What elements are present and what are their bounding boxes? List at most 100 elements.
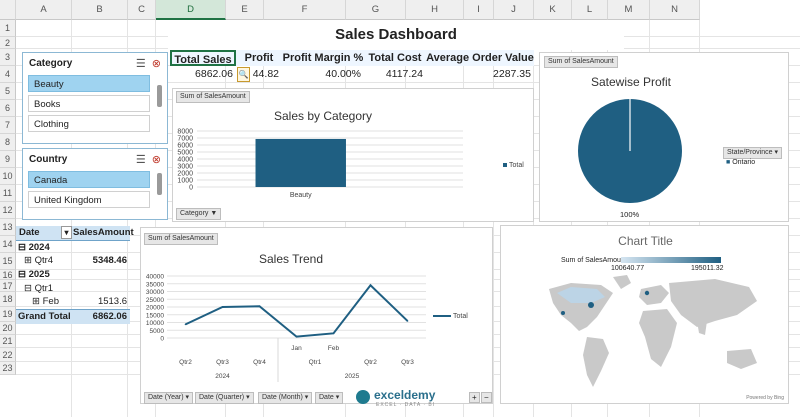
kpi-value-0[interactable]: 6862.06 <box>195 68 233 80</box>
expand-icon[interactable]: ⊞ <box>32 296 43 307</box>
column-header-a[interactable]: A <box>16 0 72 20</box>
kpi-value-2[interactable]: 40.00% <box>325 68 361 80</box>
category-slicer[interactable]: Category ☰ ⊗ Beauty Books Clothing <box>22 52 168 144</box>
kpi-label-4[interactable]: Average Order Value <box>426 50 534 66</box>
collapse-icon[interactable]: − <box>481 392 492 403</box>
row-header-3[interactable]: 3 <box>0 49 16 66</box>
multi-select-icon[interactable]: ☰ <box>135 154 146 166</box>
row-header-19[interactable]: 19 <box>0 307 16 322</box>
row-header-6[interactable]: 6 <box>0 100 16 117</box>
field-button-axis-0[interactable]: Date (Year) ▾ <box>144 392 194 404</box>
expand-icon[interactable]: + <box>469 392 480 403</box>
sales-by-category-chart[interactable]: Sum of SalesAmount Sales by Category 0 10… <box>172 88 534 222</box>
field-button-axis-3[interactable]: Date ▾ <box>315 392 344 404</box>
row-header-15[interactable]: 15 <box>0 253 16 270</box>
collapse-icon[interactable]: ⊟ <box>24 283 35 294</box>
slicer-item-beauty[interactable]: Beauty <box>28 75 150 92</box>
multi-select-icon[interactable]: ☰ <box>135 58 146 70</box>
data-point[interactable] <box>221 306 224 308</box>
column-header-i[interactable]: I <box>464 0 494 20</box>
expand-icon[interactable]: ⊞ <box>24 255 35 266</box>
kpi-value-4[interactable]: 2287.35 <box>493 68 531 80</box>
column-header-f[interactable]: F <box>264 0 346 20</box>
data-point[interactable] <box>369 284 372 287</box>
field-button-category[interactable]: Category ▼ <box>176 208 222 220</box>
column-header-d[interactable]: D <box>156 0 226 20</box>
field-button-axis-1[interactable]: Date (Quarter) ▾ <box>195 392 254 404</box>
data-point[interactable] <box>295 335 298 338</box>
row-header-23[interactable]: 23 <box>0 362 16 375</box>
row-header-17[interactable]: 17 <box>0 280 16 292</box>
column-header-l[interactable]: L <box>572 0 608 20</box>
column-header-k[interactable]: K <box>534 0 572 20</box>
column-header-m[interactable]: M <box>608 0 650 20</box>
slicer-item-books[interactable]: Books <box>28 95 150 112</box>
column-header-g[interactable]: G <box>346 0 406 20</box>
slicer-item-canada[interactable]: Canada <box>28 171 150 188</box>
row-header-13[interactable]: 13 <box>0 219 16 236</box>
column-header-j[interactable]: J <box>494 0 534 20</box>
row-header-1[interactable]: 1 <box>0 20 16 37</box>
row-header-7[interactable]: 7 <box>0 117 16 134</box>
country-slicer[interactable]: Country ☰ ⊗ Canada United Kingdom <box>22 148 168 220</box>
kpi-label-0[interactable]: Total Sales <box>170 50 236 66</box>
pivot-row[interactable]: ⊞ Feb 1513.6 <box>16 295 130 309</box>
pivot-table[interactable]: Date ▾ SalesAmount ⊟ 2024 ⊞ Qtr4 5348.46 ⊟ … <box>16 226 134 324</box>
pivot-row[interactable]: ⊟ 2024 <box>16 241 130 254</box>
clear-filter-icon[interactable]: ⊗ <box>151 58 161 70</box>
field-button-sum-sales[interactable]: Sum of SalesAmount <box>176 91 250 103</box>
row-header-10[interactable]: 10 <box>0 168 16 185</box>
row-header-2[interactable]: 2 <box>0 37 16 49</box>
map-chart[interactable]: Chart Title Sum of SalesAmount 100640.77… <box>500 225 789 404</box>
row-header-9[interactable]: 9 <box>0 151 16 168</box>
column-header-h[interactable]: H <box>406 0 464 20</box>
dropdown-icon[interactable]: ▾ <box>61 226 72 239</box>
pivot-row[interactable]: Grand Total 6862.06 <box>16 309 130 324</box>
statewise-profit-chart[interactable]: Sum of SalesAmount Satewise Profit State… <box>539 52 789 222</box>
row-header-18[interactable]: 18 <box>0 292 16 307</box>
field-button-state[interactable]: State/Province ▾ <box>723 147 782 159</box>
collapse-icon[interactable]: ⊟ <box>18 269 29 280</box>
kpi-label-2[interactable]: Profit Margin % <box>282 50 364 66</box>
slicer-scrollbar[interactable] <box>157 85 162 107</box>
field-button-sum-sales[interactable]: Sum of SalesAmount <box>144 233 218 245</box>
column-header-e[interactable]: E <box>226 0 264 20</box>
column-header-b[interactable]: B <box>72 0 128 20</box>
clear-filter-icon[interactable]: ⊗ <box>151 154 161 166</box>
kpi-value-1[interactable]: 44.82 <box>252 68 279 80</box>
row-header-16[interactable]: 16 <box>0 270 16 280</box>
row-header-12[interactable]: 12 <box>0 202 16 219</box>
pivot-row[interactable]: ⊟ Qtr1 <box>16 282 130 295</box>
field-button-axis-2[interactable]: Date (Month) ▾ <box>258 392 313 404</box>
slicer-item-clothing[interactable]: Clothing <box>28 115 150 132</box>
row-header-22[interactable]: 22 <box>0 348 16 362</box>
corner-cell[interactable] <box>0 0 16 20</box>
data-point[interactable] <box>184 323 187 326</box>
kpi-value-3[interactable]: 4117.24 <box>385 68 423 80</box>
sales-trend-chart[interactable]: Sum of SalesAmount Sales Trend 0 5000 1000… <box>140 227 493 404</box>
kpi-label-1[interactable]: Profit <box>236 50 282 66</box>
series-line-total[interactable] <box>185 283 409 338</box>
pivot-row[interactable]: ⊟ 2025 <box>16 268 130 282</box>
data-point[interactable] <box>332 332 335 335</box>
column-header-c[interactable]: C <box>128 0 156 20</box>
data-point[interactable] <box>258 305 261 308</box>
bar[interactable] <box>255 138 346 187</box>
row-header-4[interactable]: 4 <box>0 66 16 83</box>
row-header-21[interactable]: 21 <box>0 335 16 348</box>
row-header-20[interactable]: 20 <box>0 322 16 335</box>
data-point[interactable] <box>406 320 409 322</box>
kpi-label-3[interactable]: Total Cost <box>364 50 426 66</box>
row-header-14[interactable]: 14 <box>0 236 16 253</box>
slicer-item-united-kingdom[interactable]: United Kingdom <box>28 191 150 208</box>
column-header-n[interactable]: N <box>650 0 700 20</box>
pivot-row[interactable]: ⊞ Qtr4 5348.46 <box>16 254 130 268</box>
row-header-8[interactable]: 8 <box>0 134 16 151</box>
quick-analysis-icon[interactable]: 🔍 <box>237 67 250 82</box>
slicer-scrollbar[interactable] <box>157 173 162 195</box>
row-header-5[interactable]: 5 <box>0 83 16 100</box>
field-button-sum-sales[interactable]: Sum of SalesAmount <box>544 56 618 68</box>
row-header-11[interactable]: 11 <box>0 185 16 202</box>
y-tick-label: 0 <box>189 185 193 192</box>
collapse-icon[interactable]: ⊟ <box>18 242 29 253</box>
